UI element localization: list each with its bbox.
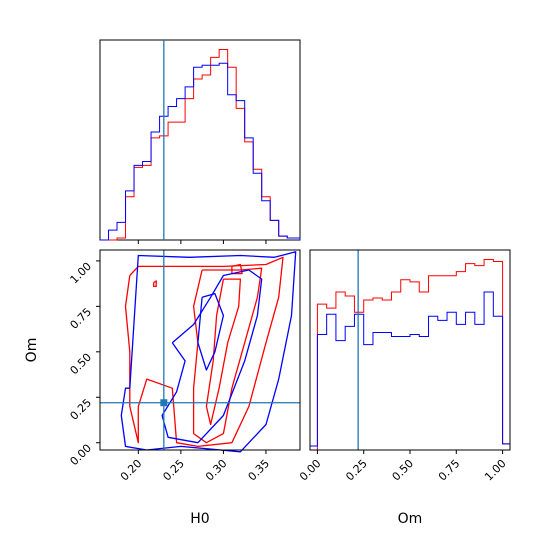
y-axis-label-om: Om <box>24 338 40 363</box>
om-x-ticks: 0.00 0.25 0.50 0.75 1.00 <box>297 450 509 483</box>
om-hist-series-1 <box>310 259 511 451</box>
contour-y-tick-label: 0.00 <box>68 442 95 469</box>
om-x-tick-label: 0.50 <box>390 457 417 484</box>
contour-frame <box>99 249 301 451</box>
contour-series-2-level-3 <box>197 292 225 371</box>
x-axis-label-om: Om <box>398 511 423 527</box>
contour-y-tick-label: 0.25 <box>68 396 95 423</box>
contour-series-1-level-1 <box>124 256 284 448</box>
truth-marker <box>160 399 168 407</box>
om-x-tick-label: 0.75 <box>436 457 463 484</box>
om-x-tick-label: 0.00 <box>297 457 324 484</box>
contour-x-tick-label: 0.25 <box>160 457 187 484</box>
contour-series-1-level-3 <box>205 278 242 426</box>
contour-series-1-level-2 <box>192 267 263 444</box>
contour-series-1-level-4 <box>231 263 243 275</box>
h0-marginal-frame <box>99 39 301 241</box>
om-x-tick-label: 0.25 <box>343 457 370 484</box>
contour-y-ticks: 0.00 0.25 0.50 0.75 1.00 <box>68 260 100 468</box>
contour-y-tick-label: 1.00 <box>68 260 95 287</box>
contour-x-tick-label: 0.20 <box>118 457 145 484</box>
contour-lines <box>120 251 297 453</box>
h0-hist-series-1 <box>100 49 301 241</box>
contour-x-ticks: 0.20 0.25 0.30 0.35 <box>118 450 272 483</box>
truth-lines-2d <box>100 250 300 450</box>
h0-marginal-panel <box>99 39 301 244</box>
contour-y-tick-label: 0.50 <box>68 351 95 378</box>
h0-histograms <box>100 40 301 241</box>
contour-series-2-level-2 <box>161 269 263 444</box>
contour-y-tick-label: 0.75 <box>68 305 95 332</box>
contour-x-tick-label: 0.35 <box>246 457 273 484</box>
om-hist-series-2 <box>309 291 511 450</box>
h0-marginal-ticks <box>137 240 267 244</box>
om-x-tick-label: 1.00 <box>482 457 509 484</box>
h0-om-contour-panel: 0.20 0.25 0.30 0.35 0.00 0.25 0.50 0.75 1.00 H0… <box>24 249 301 527</box>
h0-hist-series-2 <box>100 62 301 241</box>
om-histograms <box>309 250 511 451</box>
contour-x-tick-label: 0.30 <box>203 457 230 484</box>
contour-series-1-level-5 <box>152 280 157 288</box>
om-marginal-panel: 0.00 0.25 0.50 0.75 1.00 Om <box>297 249 511 527</box>
x-axis-label-h0: H0 <box>190 511 209 527</box>
contour-series-2-level-1 <box>120 251 297 453</box>
